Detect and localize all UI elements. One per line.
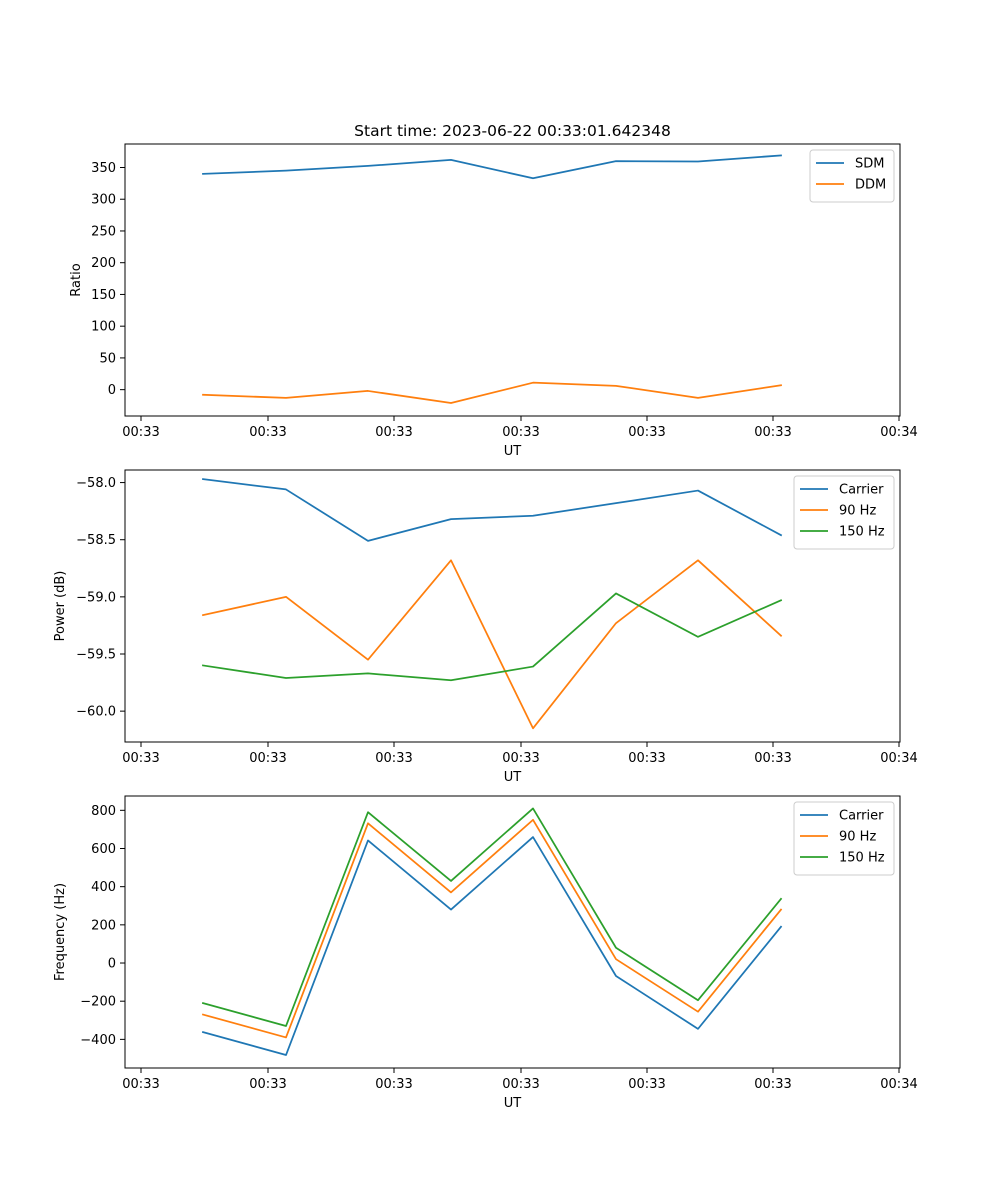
y-tick-label: 250 — [91, 224, 116, 239]
y-tick-label: 300 — [91, 193, 116, 208]
y-tick-label: −58.5 — [76, 533, 116, 548]
legend-label: Carrier — [839, 809, 884, 824]
x-tick-label: 00:33 — [249, 1077, 286, 1092]
x-axis-label: UT — [504, 1096, 522, 1111]
series-line-sdm — [202, 154, 782, 180]
legend-label: 90 Hz — [839, 504, 876, 519]
axes-frame — [124, 143, 901, 417]
x-tick-label: 00:33 — [754, 751, 791, 766]
y-tick-label: 350 — [91, 161, 116, 176]
y-tick-label: 0 — [108, 383, 116, 398]
subplot-2: 00:33 00:33 00:33 00:33 00:33 00:33 00:34 −60.0… — [53, 469, 918, 785]
legend-label: 150 Hz — [839, 525, 885, 540]
y-tick-label: 150 — [91, 288, 116, 303]
x-tick-label: 00:33 — [375, 751, 412, 766]
y-tick-label: −58.0 — [76, 476, 116, 491]
x-tick-label: 00:34 — [880, 751, 917, 766]
y-tick-label: 200 — [91, 256, 116, 271]
series-line-ddm — [202, 381, 782, 404]
x-tick-label: 00:33 — [249, 751, 286, 766]
y-tick-label: 100 — [91, 320, 116, 335]
x-tick-label: 00:33 — [122, 425, 159, 440]
x-tick-label: 00:34 — [880, 425, 917, 440]
series-line-90-hz — [201, 818, 783, 1039]
legend-label: 90 Hz — [839, 830, 876, 845]
legend-label: 150 Hz — [839, 851, 885, 866]
subplot-3: 00:33 00:33 00:33 00:33 00:33 00:33 00:34 −400 −… — [53, 795, 918, 1111]
y-tick-label: 800 — [91, 804, 116, 819]
x-tick-label: 00:34 — [880, 1077, 917, 1092]
legend: SDM DDM — [809, 149, 895, 203]
axes-frame — [124, 795, 901, 1069]
series-line-150-hz — [202, 592, 783, 682]
x-tick-label: 00:33 — [754, 425, 791, 440]
x-tick-label: 00:33 — [628, 425, 665, 440]
legend-label: SDM — [855, 157, 884, 172]
series-line-90-hz — [201, 559, 783, 730]
x-tick-label: 00:33 — [628, 751, 665, 766]
y-tick-label: −60.0 — [76, 705, 116, 720]
y-axis-label: Power (dB) — [53, 571, 68, 642]
series-line-150-hz — [201, 807, 783, 1027]
x-tick-label: 00:33 — [375, 1077, 412, 1092]
series-line-carrier — [201, 836, 783, 1056]
y-tick-label: 600 — [91, 842, 116, 857]
y-tick-label: −59.5 — [76, 648, 116, 663]
x-tick-label: 00:33 — [122, 751, 159, 766]
x-tick-label: 00:33 — [375, 425, 412, 440]
x-tick-label: 00:33 — [628, 1077, 665, 1092]
x-tick-label: 00:33 — [754, 1077, 791, 1092]
y-tick-label: −200 — [80, 995, 116, 1010]
legend: Carrier 90 Hz 150 Hz — [793, 475, 895, 550]
y-tick-label: 200 — [91, 918, 116, 933]
figure-title: Start time: 2023-06-22 00:33:01.642348 — [354, 122, 671, 140]
x-axis-label: UT — [504, 444, 522, 459]
x-axis-label: UT — [504, 770, 522, 785]
x-tick-label: 00:33 — [502, 425, 539, 440]
x-tick-label: 00:33 — [502, 1077, 539, 1092]
x-tick-label: 00:33 — [249, 425, 286, 440]
y-axis-label: Ratio — [69, 263, 84, 296]
y-tick-label: −400 — [80, 1033, 116, 1048]
y-axis-label: Frequency (Hz) — [53, 883, 68, 981]
x-tick-label: 00:33 — [502, 751, 539, 766]
y-tick-label: 50 — [99, 351, 116, 366]
legend: Carrier 90 Hz 150 Hz — [793, 801, 895, 876]
subplots: 00:33 00:33 00:33 00:33 00:33 00:33 00:34 0 50 10… — [53, 143, 918, 1111]
subplot-1: 00:33 00:33 00:33 00:33 00:33 00:33 00:34 0 50 10… — [69, 143, 918, 459]
legend-label: Carrier — [839, 483, 884, 498]
series-line-carrier — [202, 478, 783, 542]
axes-frame — [124, 469, 901, 743]
y-tick-label: 400 — [91, 880, 116, 895]
y-tick-label: 0 — [108, 957, 116, 972]
x-tick-label: 00:33 — [122, 1077, 159, 1092]
y-tick-label: −59.0 — [76, 590, 116, 605]
legend-label: DDM — [855, 178, 886, 193]
